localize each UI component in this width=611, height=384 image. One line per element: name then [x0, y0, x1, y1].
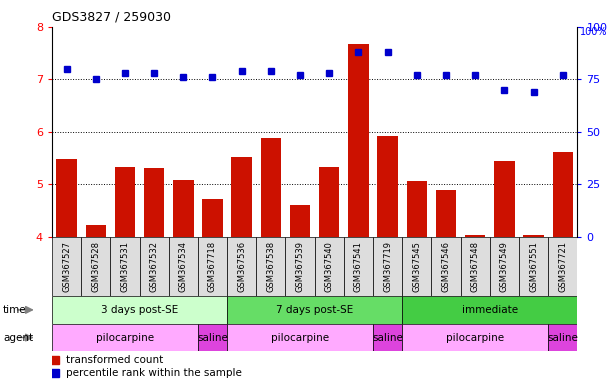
- Bar: [348, 44, 368, 237]
- Bar: [552, 152, 573, 237]
- Text: GSM367540: GSM367540: [325, 241, 334, 292]
- Bar: [548, 324, 577, 351]
- Text: GDS3827 / 259030: GDS3827 / 259030: [52, 10, 171, 23]
- Text: GSM367527: GSM367527: [62, 241, 71, 292]
- Bar: [115, 167, 135, 237]
- Text: saline: saline: [547, 333, 578, 343]
- Bar: [378, 136, 398, 237]
- Bar: [402, 237, 431, 296]
- Bar: [81, 237, 111, 296]
- Bar: [56, 159, 77, 237]
- Text: agent: agent: [3, 333, 33, 343]
- Text: immediate: immediate: [462, 305, 518, 315]
- Bar: [169, 237, 198, 296]
- Text: saline: saline: [372, 333, 403, 343]
- Bar: [227, 296, 402, 324]
- Text: GSM367546: GSM367546: [442, 241, 450, 292]
- Text: transformed count: transformed count: [66, 355, 163, 365]
- Text: saline: saline: [197, 333, 228, 343]
- Bar: [198, 237, 227, 296]
- Text: percentile rank within the sample: percentile rank within the sample: [66, 368, 242, 379]
- Bar: [431, 237, 461, 296]
- Bar: [86, 225, 106, 237]
- Text: time: time: [3, 305, 27, 315]
- Bar: [261, 138, 281, 237]
- Bar: [173, 180, 194, 237]
- Bar: [52, 296, 227, 324]
- Bar: [227, 324, 373, 351]
- Text: GSM367548: GSM367548: [470, 241, 480, 292]
- Text: 7 days post-SE: 7 days post-SE: [276, 305, 353, 315]
- Bar: [139, 237, 169, 296]
- Text: 3 days post-SE: 3 days post-SE: [101, 305, 178, 315]
- Bar: [465, 235, 486, 237]
- Text: GSM367719: GSM367719: [383, 241, 392, 292]
- Bar: [319, 167, 340, 237]
- Text: GSM367538: GSM367538: [266, 241, 276, 292]
- Bar: [344, 237, 373, 296]
- Bar: [111, 237, 139, 296]
- Bar: [407, 181, 427, 237]
- Bar: [52, 237, 81, 296]
- Bar: [402, 324, 548, 351]
- Bar: [290, 205, 310, 237]
- Text: GSM367549: GSM367549: [500, 241, 509, 292]
- Text: 100%: 100%: [580, 27, 608, 37]
- Bar: [232, 157, 252, 237]
- Text: GSM367718: GSM367718: [208, 241, 217, 292]
- Bar: [202, 199, 223, 237]
- Text: pilocarpine: pilocarpine: [271, 333, 329, 343]
- Text: GSM367551: GSM367551: [529, 241, 538, 292]
- Bar: [524, 235, 544, 237]
- Text: pilocarpine: pilocarpine: [96, 333, 154, 343]
- Text: GSM367539: GSM367539: [296, 241, 304, 292]
- Bar: [373, 324, 402, 351]
- Bar: [519, 237, 548, 296]
- Text: GSM367532: GSM367532: [150, 241, 159, 292]
- Text: GSM367534: GSM367534: [179, 241, 188, 292]
- Bar: [52, 324, 198, 351]
- Text: GSM367541: GSM367541: [354, 241, 363, 292]
- Text: GSM367721: GSM367721: [558, 241, 567, 292]
- Text: GSM367531: GSM367531: [120, 241, 130, 292]
- Text: pilocarpine: pilocarpine: [446, 333, 504, 343]
- Bar: [490, 237, 519, 296]
- Bar: [256, 237, 285, 296]
- Text: GSM367545: GSM367545: [412, 241, 422, 292]
- Bar: [285, 237, 315, 296]
- Bar: [436, 190, 456, 237]
- Bar: [461, 237, 490, 296]
- Text: GSM367528: GSM367528: [91, 241, 100, 292]
- Bar: [227, 237, 256, 296]
- Bar: [144, 169, 164, 237]
- Bar: [402, 296, 577, 324]
- Bar: [198, 324, 227, 351]
- Bar: [494, 161, 514, 237]
- Bar: [548, 237, 577, 296]
- Bar: [373, 237, 402, 296]
- Bar: [315, 237, 344, 296]
- Text: GSM367536: GSM367536: [237, 241, 246, 292]
